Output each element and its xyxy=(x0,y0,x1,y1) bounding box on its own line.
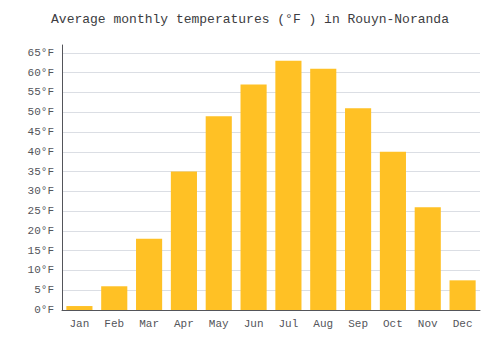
svg-text:40°F: 40°F xyxy=(28,146,54,158)
svg-text:May: May xyxy=(209,318,229,330)
svg-text:Apr: Apr xyxy=(174,318,194,330)
svg-text:Jul: Jul xyxy=(279,318,299,330)
svg-text:Jun: Jun xyxy=(244,318,264,330)
svg-text:Feb: Feb xyxy=(104,318,124,330)
svg-text:Oct: Oct xyxy=(383,318,403,330)
svg-text:0°F: 0°F xyxy=(34,304,54,316)
svg-text:65°F: 65°F xyxy=(28,47,54,59)
svg-text:15°F: 15°F xyxy=(28,245,54,257)
svg-text:Nov: Nov xyxy=(418,318,438,330)
svg-text:45°F: 45°F xyxy=(28,126,54,138)
svg-text:Mar: Mar xyxy=(139,318,159,330)
svg-text:Dec: Dec xyxy=(453,318,473,330)
svg-text:30°F: 30°F xyxy=(28,185,54,197)
svg-text:35°F: 35°F xyxy=(28,166,54,178)
svg-text:10°F: 10°F xyxy=(28,264,54,276)
svg-text:50°F: 50°F xyxy=(28,106,54,118)
svg-text:Aug: Aug xyxy=(313,318,333,330)
svg-text:20°F: 20°F xyxy=(28,225,54,237)
svg-text:55°F: 55°F xyxy=(28,86,54,98)
svg-text:Jan: Jan xyxy=(70,318,90,330)
svg-text:Sep: Sep xyxy=(348,318,368,330)
svg-text:25°F: 25°F xyxy=(28,205,54,217)
svg-text:5°F: 5°F xyxy=(34,284,54,296)
svg-text:60°F: 60°F xyxy=(28,67,54,79)
svg-text:Average monthly temperatures (: Average monthly temperatures (°F ) in Ro… xyxy=(51,12,449,27)
